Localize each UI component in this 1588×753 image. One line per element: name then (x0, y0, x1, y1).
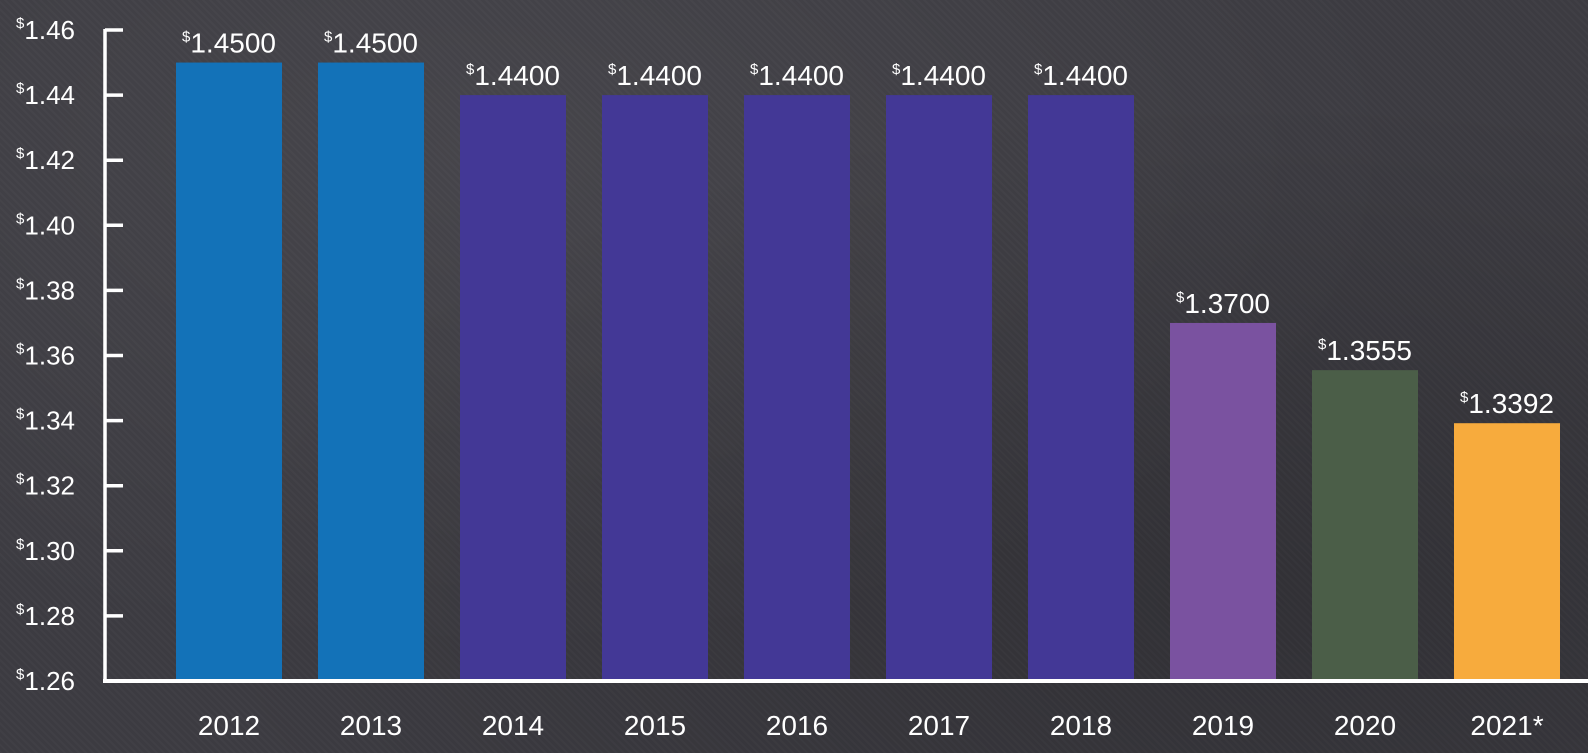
y-tick-label: $1.32 (16, 471, 75, 501)
value-label: $1.4500 (182, 28, 276, 59)
y-tick-label: $1.40 (16, 210, 75, 240)
x-tick-label: 2015 (624, 710, 686, 741)
value-label: $1.4400 (1034, 60, 1128, 91)
value-label: $1.4400 (892, 60, 986, 91)
value-label: $1.3700 (1176, 288, 1270, 319)
x-tick-label: 2020 (1334, 710, 1396, 741)
value-label: $1.3392 (1460, 388, 1554, 419)
x-tick-label: 2019 (1192, 710, 1254, 741)
y-axis: $1.46 $1.44 $1.42 $1.40 $1.38 $1.36 $1.34 $1.32… (16, 15, 123, 696)
bar-2013 (318, 62, 424, 682)
x-axis: 2012 2013 2014 2015 2016 2017 2018 2019 2020 2021… (103, 679, 1588, 741)
bar-2020 (1312, 370, 1418, 681)
bar-2012 (176, 62, 282, 682)
value-label: $1.3555 (1318, 335, 1412, 366)
x-tick-label: 2012 (198, 710, 260, 741)
x-tick-label: 2018 (1050, 710, 1112, 741)
y-tick-label: $1.44 (16, 80, 75, 110)
y-tick-label: $1.28 (16, 601, 75, 631)
y-tick-label: $1.26 (16, 666, 75, 696)
value-label: $1.4500 (324, 28, 418, 59)
bar-2018 (1028, 95, 1134, 682)
bar-series (176, 62, 1560, 682)
x-tick-label: 2017 (908, 710, 970, 741)
x-tick-label: 2016 (766, 710, 828, 741)
y-tick-label: $1.46 (16, 15, 75, 45)
bar-2014 (460, 95, 566, 682)
value-labels: $1.4500 $1.4500 $1.4400 $1.4400 $1.4400 $1.44… (182, 28, 1554, 420)
x-tick-label: 2021* (1470, 710, 1543, 741)
x-tick-label: 2014 (482, 710, 544, 741)
bar-2015 (602, 95, 708, 682)
value-label: $1.4400 (466, 60, 560, 91)
value-label: $1.4400 (750, 60, 844, 91)
y-tick-label: $1.42 (16, 145, 75, 175)
y-tick-label: $1.30 (16, 536, 75, 566)
value-label: $1.4400 (608, 60, 702, 91)
bar-2019 (1170, 322, 1276, 681)
bar-2016 (744, 95, 850, 682)
y-tick-label: $1.38 (16, 275, 75, 305)
y-tick-label: $1.34 (16, 406, 75, 436)
bar-2021 (1454, 423, 1560, 681)
bar-2017 (886, 95, 992, 682)
y-tick-label: $1.36 (16, 341, 75, 371)
x-tick-label: 2013 (340, 710, 402, 741)
